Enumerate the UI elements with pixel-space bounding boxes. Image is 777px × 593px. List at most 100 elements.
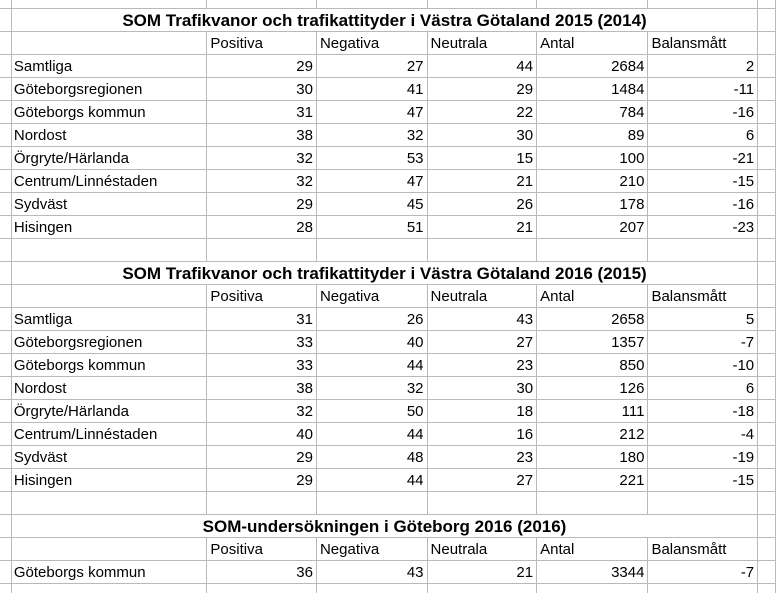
grid-cell[interactable] [10, 31, 208, 55]
value-cell[interactable]: 221 [536, 468, 649, 492]
row-label[interactable]: Hisingen [10, 215, 208, 239]
grid-cell[interactable] [10, 491, 208, 515]
grid-cell[interactable] [647, 238, 759, 262]
value-cell[interactable]: 44 [426, 54, 538, 78]
grid-cell[interactable] [206, 491, 317, 515]
value-cell[interactable]: 23 [426, 353, 538, 377]
grid-cell[interactable] [10, 583, 208, 593]
value-cell[interactable]: 26 [315, 307, 428, 331]
value-cell[interactable]: -15 [647, 468, 759, 492]
value-cell[interactable]: 16 [426, 422, 538, 446]
value-cell[interactable]: 30 [426, 123, 538, 147]
value-cell[interactable]: -10 [647, 353, 759, 377]
value-cell[interactable]: 53 [315, 146, 428, 170]
value-cell[interactable]: -4 [647, 422, 759, 446]
value-cell[interactable]: 31 [206, 100, 317, 124]
value-cell[interactable]: 47 [315, 169, 428, 193]
grid-cell[interactable] [536, 583, 649, 593]
value-cell[interactable]: 47 [315, 100, 428, 124]
value-cell[interactable]: 29 [426, 77, 538, 101]
value-cell[interactable]: 43 [315, 560, 428, 584]
row-label[interactable]: Centrum/Linnéstaden [10, 169, 208, 193]
value-cell[interactable]: -21 [647, 146, 759, 170]
value-cell[interactable]: 89 [536, 123, 649, 147]
value-cell[interactable]: 38 [206, 376, 317, 400]
value-cell[interactable]: 31 [206, 307, 317, 331]
grid-cell[interactable] [315, 238, 428, 262]
row-label[interactable]: Göteborgs kommun [10, 100, 208, 124]
value-cell[interactable]: 5 [647, 307, 759, 331]
grid-cell[interactable] [426, 583, 538, 593]
value-cell[interactable]: 210 [536, 169, 649, 193]
grid-cell[interactable] [536, 238, 649, 262]
column-header[interactable]: Balansmått [647, 31, 759, 55]
row-label[interactable]: Sydväst [10, 192, 208, 216]
value-cell[interactable]: 21 [426, 169, 538, 193]
value-cell[interactable]: 40 [206, 422, 317, 446]
grid-cell[interactable] [315, 583, 428, 593]
column-header[interactable]: Balansmått [647, 537, 759, 561]
value-cell[interactable]: 41 [315, 77, 428, 101]
value-cell[interactable]: -16 [647, 100, 759, 124]
value-cell[interactable]: 3344 [536, 560, 649, 584]
value-cell[interactable]: 23 [426, 445, 538, 469]
grid-cell[interactable] [647, 491, 759, 515]
value-cell[interactable]: 21 [426, 215, 538, 239]
column-header[interactable]: Positiva [206, 31, 317, 55]
value-cell[interactable]: 27 [426, 468, 538, 492]
value-cell[interactable]: 1484 [536, 77, 649, 101]
value-cell[interactable]: 18 [426, 399, 538, 423]
value-cell[interactable]: 2658 [536, 307, 649, 331]
value-cell[interactable]: 6 [647, 376, 759, 400]
column-header[interactable]: Neutrala [426, 284, 538, 308]
value-cell[interactable]: 51 [315, 215, 428, 239]
value-cell[interactable]: -11 [647, 77, 759, 101]
value-cell[interactable]: 212 [536, 422, 649, 446]
value-cell[interactable]: 48 [315, 445, 428, 469]
grid-cell[interactable] [10, 284, 208, 308]
value-cell[interactable]: 32 [206, 399, 317, 423]
value-cell[interactable]: 32 [315, 376, 428, 400]
value-cell[interactable]: 45 [315, 192, 428, 216]
value-cell[interactable]: 2684 [536, 54, 649, 78]
value-cell[interactable]: 26 [426, 192, 538, 216]
column-header[interactable]: Positiva [206, 537, 317, 561]
value-cell[interactable]: 111 [536, 399, 649, 423]
value-cell[interactable]: 44 [315, 353, 428, 377]
value-cell[interactable]: 29 [206, 445, 317, 469]
column-header[interactable]: Negativa [315, 537, 428, 561]
value-cell[interactable]: 180 [536, 445, 649, 469]
column-header[interactable]: Positiva [206, 284, 317, 308]
row-label[interactable]: Örgryte/Härlanda [10, 146, 208, 170]
column-header[interactable]: Neutrala [426, 537, 538, 561]
value-cell[interactable]: 50 [315, 399, 428, 423]
value-cell[interactable]: 38 [206, 123, 317, 147]
row-label[interactable]: Sydväst [10, 445, 208, 469]
row-label[interactable]: Hisingen [10, 468, 208, 492]
grid-cell[interactable] [315, 491, 428, 515]
value-cell[interactable]: 43 [426, 307, 538, 331]
column-header[interactable]: Antal [536, 537, 649, 561]
value-cell[interactable]: 850 [536, 353, 649, 377]
row-label[interactable]: Göteborgsregionen [10, 330, 208, 354]
value-cell[interactable]: 40 [315, 330, 428, 354]
grid-cell[interactable] [647, 583, 759, 593]
value-cell[interactable]: -7 [647, 560, 759, 584]
value-cell[interactable]: 207 [536, 215, 649, 239]
value-cell[interactable]: 6 [647, 123, 759, 147]
value-cell[interactable]: 27 [426, 330, 538, 354]
value-cell[interactable]: 178 [536, 192, 649, 216]
value-cell[interactable]: -7 [647, 330, 759, 354]
grid-cell[interactable] [10, 238, 208, 262]
table-title[interactable]: SOM-undersökningen i Göteborg 2016 (2016… [10, 514, 759, 538]
grid-cell[interactable] [426, 491, 538, 515]
grid-cell[interactable] [206, 238, 317, 262]
row-label[interactable]: Centrum/Linnéstaden [10, 422, 208, 446]
value-cell[interactable]: 29 [206, 468, 317, 492]
value-cell[interactable]: 32 [206, 169, 317, 193]
column-header[interactable]: Neutrala [426, 31, 538, 55]
value-cell[interactable]: 44 [315, 468, 428, 492]
row-label[interactable]: Samtliga [10, 54, 208, 78]
table-title[interactable]: SOM Trafikvanor och trafikattityder i Vä… [10, 261, 759, 285]
row-label[interactable]: Göteborgs kommun [10, 353, 208, 377]
